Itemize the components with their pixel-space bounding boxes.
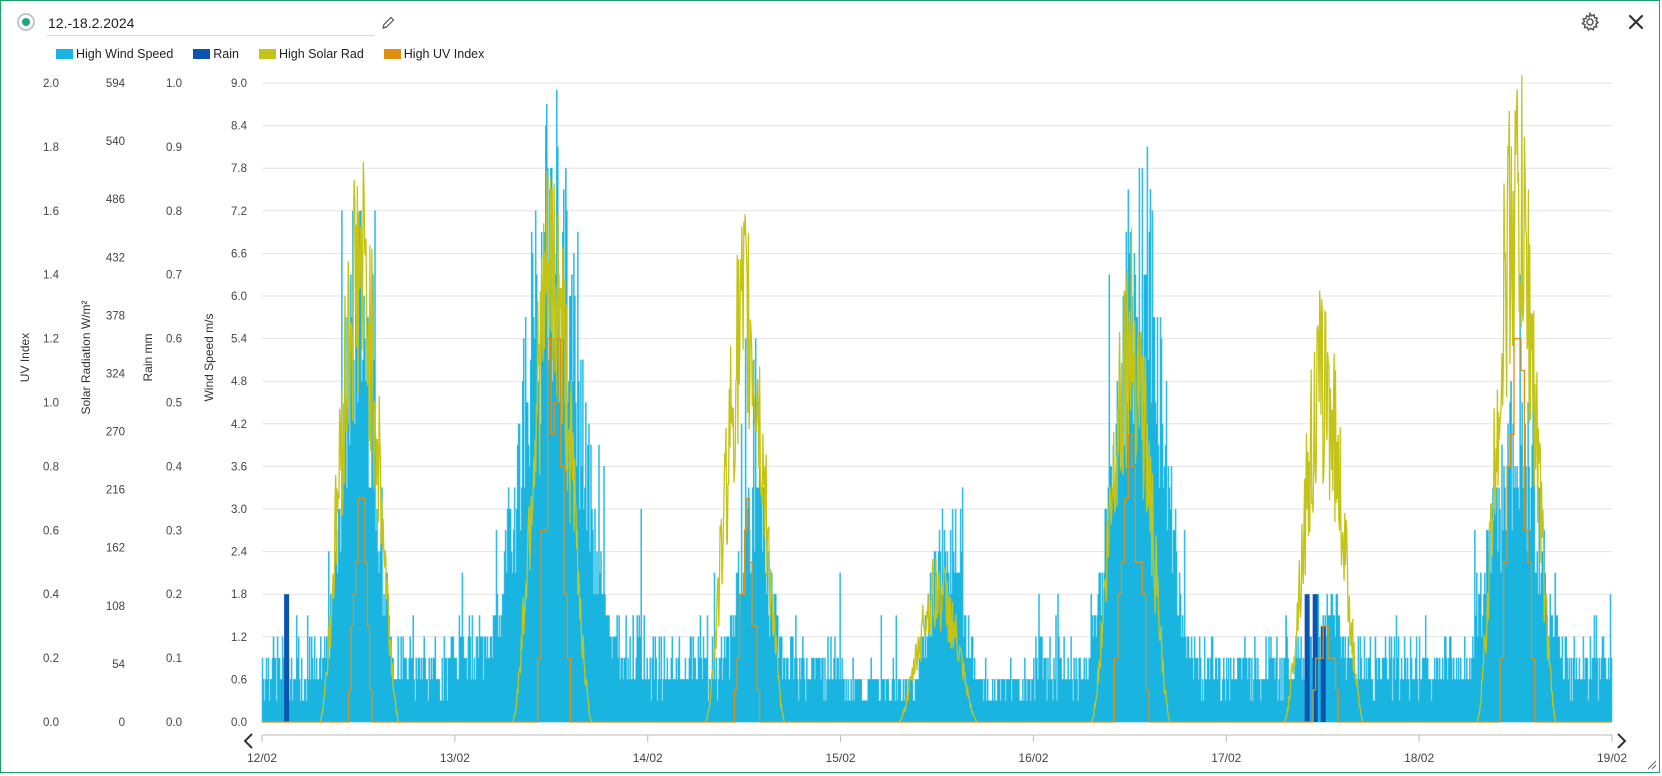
y-tick-label-rain: 0.8 [166, 206, 182, 218]
rain-bar [1304, 594, 1310, 722]
y-tick-label-rain: 0.4 [166, 461, 183, 473]
legend-label: High Wind Speed [76, 47, 174, 61]
y-tick-label-solar: 162 [106, 543, 125, 555]
y-tick-label-wind: 9.0 [231, 78, 247, 90]
legend-item-high-wind-speed[interactable]: High Wind Speed [56, 47, 173, 61]
scroll-right-chevron-icon[interactable] [1613, 731, 1629, 751]
y-tick-label-rain: 0.3 [166, 525, 182, 537]
y-tick-label-solar: 432 [106, 252, 125, 264]
y-tick-label-uv: 0.4 [43, 589, 60, 601]
scroll-left-chevron-icon[interactable] [241, 731, 257, 751]
y-tick-label-wind: 6.6 [231, 248, 247, 260]
y-tick-label-rain: 0.7 [166, 270, 182, 282]
y-tick-label-rain: 0.5 [166, 398, 182, 410]
y-tick-label-uv: 0.8 [43, 461, 59, 473]
y-tick-label-solar: 270 [106, 427, 125, 439]
edit-pencil-icon[interactable] [380, 15, 396, 31]
x-tick-label: 18/02 [1404, 751, 1434, 765]
x-tick-label: 17/02 [1211, 751, 1241, 765]
y-tick-label-wind: 2.4 [231, 547, 248, 559]
settings-gear-icon[interactable] [1579, 11, 1601, 33]
legend-item-high-solar-rad[interactable]: High Solar Rad [259, 47, 364, 61]
y-axis-title-rain: Rain mm [141, 333, 155, 381]
y-tick-label-wind: 5.4 [231, 334, 248, 346]
y-axis-title-uv: UV Index [18, 333, 32, 382]
x-tick-label: 14/02 [633, 751, 663, 765]
y-tick-label-uv: 1.8 [43, 142, 59, 154]
uv-index-line [262, 337, 1612, 723]
y-tick-label-wind: 4.8 [231, 376, 247, 388]
y-tick-label-wind: 3.6 [231, 461, 247, 473]
legend-label: High Solar Rad [279, 47, 364, 61]
axes: 0.0 0.2 0.4 0.6 0.8 1.0 1.2 1.4 1.6 1.8 2.0 UV Inde… [18, 78, 1627, 765]
y-tick-label-wind: 0.0 [231, 717, 247, 729]
y-tick-label-uv: 1.6 [43, 206, 59, 218]
resize-handle-icon[interactable] [1645, 757, 1657, 770]
y-tick-label-wind: 7.2 [231, 206, 247, 218]
y-tick-label-solar: 540 [106, 136, 125, 148]
y-tick-label-rain: 0.6 [166, 334, 182, 346]
y-tick-label-wind: 3.0 [231, 504, 247, 516]
y-tick-label-wind: 0.6 [231, 674, 247, 686]
y-tick-label-solar: 108 [106, 601, 125, 613]
rain-bar [1320, 626, 1326, 722]
close-icon[interactable] [1625, 11, 1647, 33]
x-tick-label: 15/02 [826, 751, 856, 765]
y-axis-title-wind: Wind Speed m/s [202, 313, 216, 401]
y-tick-label-solar: 486 [106, 194, 125, 206]
x-tick-label: 13/02 [440, 751, 470, 765]
y-tick-label-rain: 0.0 [166, 717, 182, 729]
y-tick-label-uv: 0.6 [43, 525, 59, 537]
legend-swatch [383, 49, 401, 59]
y-tick-label-uv: 1.2 [43, 334, 59, 346]
y-tick-label-uv: 0.0 [43, 717, 59, 729]
legend-swatch [56, 49, 73, 59]
y-tick-label-solar: 216 [106, 485, 125, 497]
y-tick-label-uv: 1.4 [43, 270, 60, 282]
series-high-wind-speed [261, 89, 1613, 723]
y-axis-title-solar: Solar Radiation W/m² [79, 300, 93, 414]
legend-swatch [193, 49, 211, 59]
series-high-uv-index [262, 337, 1612, 723]
x-tick-label: 12/02 [247, 751, 277, 765]
y-tick-label-rain: 0.9 [166, 142, 182, 154]
x-tick-label: 16/02 [1018, 751, 1048, 765]
y-tick-label-solar: 594 [106, 78, 126, 90]
date-range-title[interactable]: 12.-18.2.2024 [47, 11, 374, 36]
y-tick-label-uv: 1.0 [43, 398, 59, 410]
y-tick-label-wind: 6.0 [231, 291, 247, 303]
legend-label: Rain [213, 47, 239, 61]
y-tick-label-wind: 4.2 [231, 419, 247, 431]
legend-swatch [259, 49, 276, 59]
wind-speed-area [261, 89, 1613, 723]
x-tick-label: 19/02 [1597, 751, 1627, 765]
y-tick-label-wind: 7.8 [231, 163, 247, 175]
y-tick-label-rain: 1.0 [166, 78, 182, 90]
y-tick-label-rain: 0.2 [166, 589, 182, 601]
y-tick-label-uv: 2.0 [43, 78, 59, 90]
legend-item-rain[interactable]: Rain [193, 47, 239, 61]
chart-legend: High Wind Speed Rain High Solar Rad High… [56, 47, 504, 61]
y-tick-label-solar: 54 [112, 659, 125, 671]
y-tick-label-wind: 8.4 [231, 121, 248, 133]
legend-label: High UV Index [403, 47, 485, 61]
y-tick-label-solar: 324 [106, 368, 126, 380]
y-tick-label-solar: 0 [119, 717, 125, 729]
y-tick-label-rain: 0.1 [166, 653, 182, 665]
y-tick-label-wind: 1.2 [231, 632, 247, 644]
series-high-solar-rad [319, 75, 1557, 723]
y-tick-label-uv: 0.2 [43, 653, 59, 665]
legend-item-high-uv-index[interactable]: High UV Index [383, 47, 485, 61]
rain-bar [284, 594, 290, 722]
y-tick-label-wind: 1.8 [231, 589, 247, 601]
y-tick-label-solar: 378 [106, 310, 125, 322]
status-indicator-icon[interactable] [17, 13, 35, 31]
solar-rad-line [319, 75, 1557, 723]
